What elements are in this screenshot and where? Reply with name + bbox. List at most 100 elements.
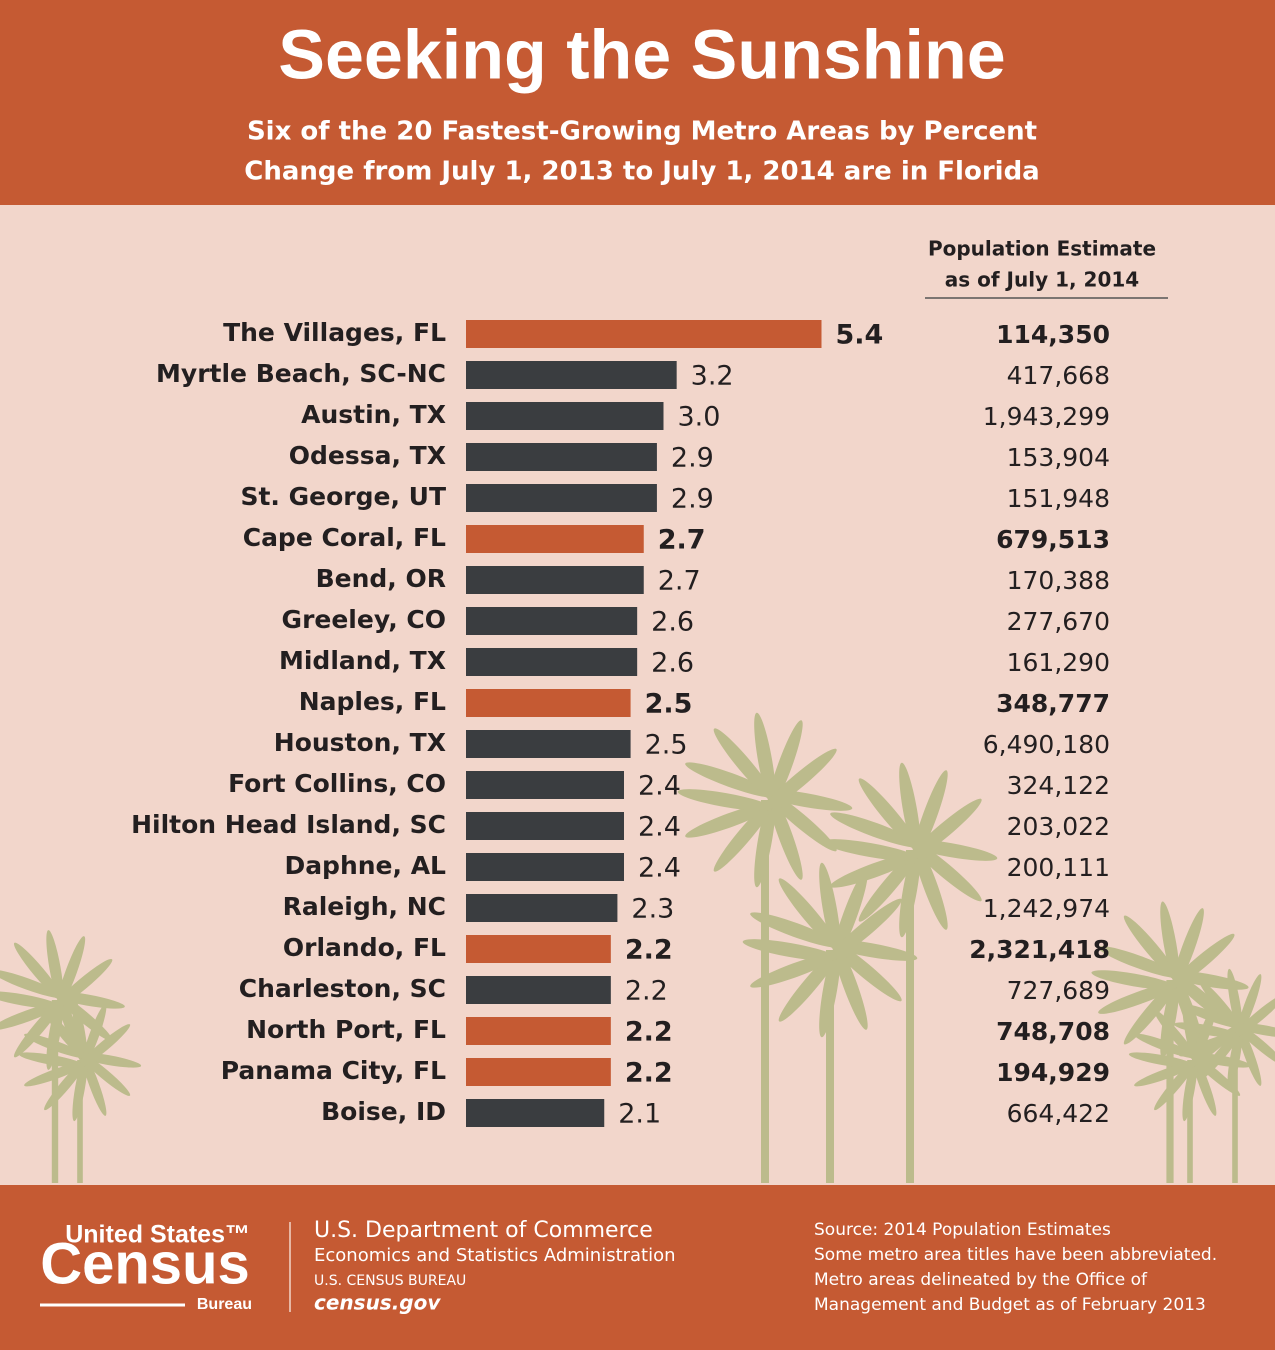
- category-label: Myrtle Beach, SC-NC: [156, 359, 446, 388]
- value-label: 2.2: [625, 1017, 673, 1048]
- palm-frond: [46, 930, 64, 1006]
- palm-frond: [44, 1009, 88, 1062]
- palm-frond: [762, 748, 837, 812]
- palm-frond: [78, 1024, 131, 1068]
- value-label: 2.9: [671, 484, 714, 515]
- category-label: Cape Coral, FL: [243, 523, 446, 552]
- population-value: 664,422: [1007, 1099, 1110, 1128]
- palm-frond: [0, 991, 61, 1009]
- bar: [466, 525, 644, 553]
- palm-frond: [1199, 979, 1243, 1032]
- palm-frond: [78, 1052, 131, 1096]
- palm-frond: [72, 1054, 88, 1122]
- palm-frond: [713, 728, 777, 803]
- population-value: 161,290: [1007, 648, 1110, 677]
- value-label: 2.4: [638, 812, 681, 843]
- value-label: 2.7: [658, 525, 706, 556]
- value-label: 2.5: [645, 689, 693, 720]
- bar: [466, 771, 624, 799]
- footer-text: U.S. CENSUS BUREAU: [314, 1273, 466, 1289]
- category-label: Raleigh, NC: [283, 892, 446, 921]
- palm-frond: [830, 812, 921, 848]
- value-label: 3.0: [678, 402, 721, 433]
- palm-frond: [767, 789, 803, 880]
- palm-frond: [1091, 970, 1177, 990]
- chart-title: Seeking the Sunshine: [278, 15, 1005, 93]
- value-label: 3.2: [691, 361, 734, 392]
- logo-text: Bureau: [197, 1296, 252, 1313]
- palm-frond: [1154, 1009, 1198, 1062]
- value-label: 2.4: [638, 771, 681, 802]
- category-label: Midland, TX: [279, 646, 446, 675]
- palm-frond: [1172, 908, 1204, 990]
- population-value: 170,388: [1007, 566, 1110, 595]
- category-label: North Port, FL: [246, 1015, 446, 1044]
- population-value: 200,111: [1007, 853, 1110, 882]
- palm-frond: [677, 789, 773, 811]
- palm-frond: [1167, 933, 1235, 991]
- value-label: 2.4: [638, 853, 681, 884]
- palm-trunk: [826, 950, 834, 1183]
- palm-frond: [0, 1001, 64, 1031]
- column-header: as of July 1, 2014: [945, 268, 1139, 292]
- bar: [466, 566, 644, 594]
- palm-frond: [13, 942, 65, 1002]
- palm-trunk: [906, 850, 914, 1183]
- value-label: 2.3: [631, 894, 674, 925]
- population-value: 1,242,974: [983, 894, 1110, 923]
- palm-frond: [819, 862, 841, 958]
- palm-frond: [750, 952, 841, 988]
- category-label: Hilton Head Island, SC: [131, 810, 446, 839]
- palm-frond: [1128, 1052, 1196, 1068]
- population-value: 1,943,299: [983, 402, 1110, 431]
- palm-frond: [754, 792, 776, 888]
- palm-frond: [1233, 1022, 1275, 1066]
- bar: [466, 648, 638, 676]
- palm-trunk: [1232, 1030, 1238, 1183]
- palm-frond: [1098, 946, 1180, 978]
- population-value: 153,904: [1007, 443, 1110, 472]
- source-text: Some metro area titles have been abbrevi…: [814, 1245, 1217, 1265]
- palm-frond: [1191, 1004, 1217, 1068]
- bar: [466, 402, 664, 430]
- population-value: 748,708: [996, 1017, 1110, 1046]
- bar: [466, 484, 657, 512]
- population-value: 6,490,180: [983, 730, 1110, 759]
- palm-frond: [1227, 968, 1243, 1036]
- header-band: [0, 0, 1275, 205]
- category-label: Odessa, TX: [289, 441, 446, 470]
- category-label: Bend, OR: [316, 564, 446, 593]
- palm-frond: [44, 1058, 88, 1111]
- palm-frond: [1227, 1024, 1243, 1092]
- palm-frond: [1123, 977, 1181, 1045]
- palm-frond: [1160, 973, 1180, 1059]
- palm-frond: [830, 852, 921, 888]
- source-text: Metro areas delineated by the Office of: [814, 1270, 1148, 1290]
- palm-frond: [1182, 998, 1198, 1066]
- population-value: 203,022: [1007, 812, 1110, 841]
- population-value: 194,929: [996, 1058, 1110, 1087]
- palm-frond: [819, 942, 841, 1038]
- palm-frond: [1134, 1061, 1198, 1087]
- palm-trunk: [1166, 980, 1174, 1183]
- palm-frond: [778, 947, 842, 1022]
- palm-frond: [1098, 982, 1180, 1014]
- category-label: Panama City, FL: [221, 1056, 446, 1085]
- category-label: The Villages, FL: [223, 318, 446, 347]
- palm-frond: [832, 939, 868, 1030]
- palm-frond: [754, 712, 776, 808]
- population-value: 324,122: [1007, 771, 1110, 800]
- value-label: 2.2: [625, 935, 673, 966]
- palm-frond: [827, 938, 902, 1002]
- category-label: Fort Collins, CO: [228, 769, 446, 798]
- palm-frond: [899, 762, 921, 858]
- bar: [466, 976, 611, 1004]
- palm-frond: [912, 839, 948, 930]
- palm-frond: [1233, 994, 1275, 1038]
- chart-subtitle: Change from July 1, 2013 to July 1, 2014…: [244, 157, 1039, 187]
- footer-text: U.S. Department of Commerce: [314, 1218, 653, 1243]
- palm-frond: [822, 839, 918, 861]
- palm-frond: [907, 838, 982, 902]
